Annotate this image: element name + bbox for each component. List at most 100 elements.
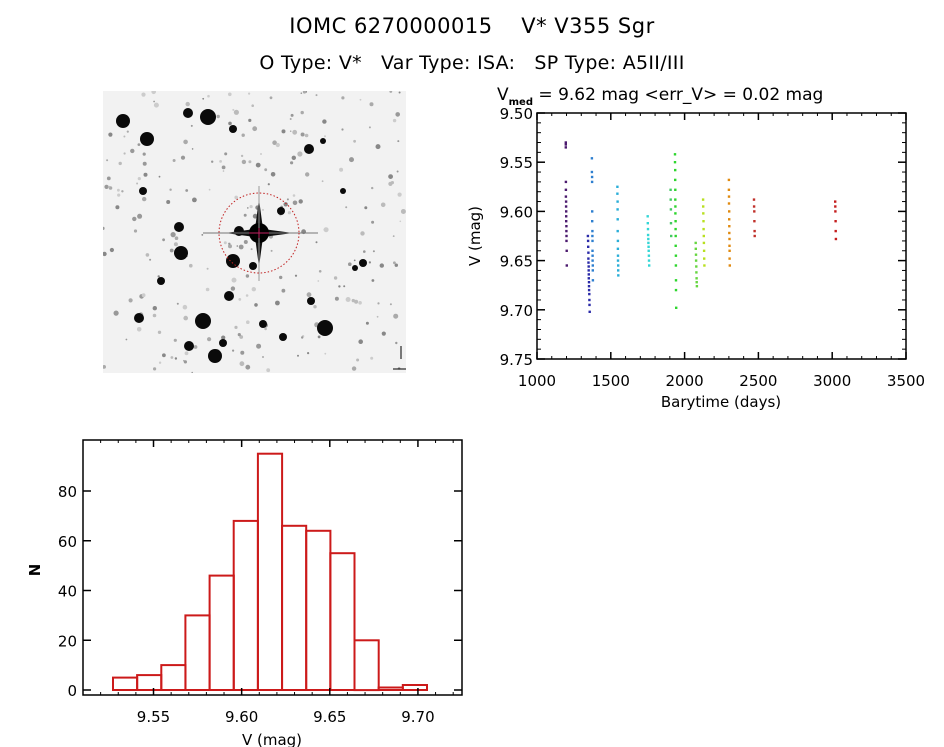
faint-star: [240, 350, 245, 355]
data-point: [588, 303, 591, 307]
data-point: [587, 257, 590, 260]
data-point: [752, 198, 756, 201]
series-season-9: [701, 198, 706, 267]
data-point: [591, 249, 594, 252]
data-point: [647, 259, 651, 262]
data-point: [834, 205, 837, 208]
y-tick-label: 0: [67, 682, 77, 700]
faint-star: [370, 356, 374, 360]
bright-star: [116, 114, 130, 128]
bright-star: [259, 320, 267, 328]
faint-star: [142, 152, 146, 156]
faint-star: [392, 235, 395, 238]
faint-star: [219, 160, 222, 163]
faint-star: [115, 205, 120, 210]
series-season-5: [646, 215, 651, 267]
data-point: [674, 254, 678, 257]
data-point: [616, 218, 619, 221]
bright-star: [219, 339, 227, 347]
faint-star: [106, 159, 109, 162]
faint-star: [324, 135, 326, 138]
data-point: [694, 253, 698, 256]
faint-star: [306, 292, 312, 298]
data-point: [565, 234, 568, 238]
faint-star: [389, 303, 392, 306]
data-point: [564, 146, 567, 149]
faint-star: [281, 288, 286, 293]
faint-star: [246, 320, 250, 324]
faint-star: [109, 247, 114, 253]
data-point: [670, 234, 673, 238]
faint-star: [298, 199, 303, 204]
light-curve-title-prefix: V: [497, 85, 509, 105]
faint-star: [241, 159, 247, 165]
y-tick-label: 9.75: [500, 351, 533, 369]
faint-star: [174, 236, 179, 240]
faint-star: [136, 182, 139, 185]
light-curve-axes: 1000 1500 2000 2500 3000 3500 9.50 9.55 9.60 9.65…: [500, 105, 926, 390]
faint-star: [376, 315, 379, 318]
data-point: [616, 239, 620, 243]
data-point: [669, 188, 672, 191]
faint-star: [333, 276, 338, 280]
faint-star: [239, 361, 245, 367]
data-point: [564, 141, 567, 144]
histogram-bar: [232, 519, 259, 692]
faint-star: [290, 113, 294, 117]
data-point: [727, 195, 731, 198]
data-point: [616, 229, 619, 233]
x-tick-label: 3000: [813, 372, 851, 390]
faint-star: [291, 155, 296, 160]
faint-star: [289, 130, 292, 132]
data-point: [616, 247, 620, 250]
data-point: [587, 285, 591, 288]
faint-star: [255, 162, 261, 168]
faint-star: [363, 250, 366, 253]
histogram-bar: [208, 574, 235, 692]
faint-star: [103, 251, 107, 257]
data-point: [591, 264, 594, 267]
data-point: [616, 200, 619, 203]
faint-star: [267, 183, 270, 186]
data-point: [728, 249, 731, 252]
bright-star: [279, 333, 287, 341]
data-point: [674, 212, 677, 215]
faint-star: [371, 279, 375, 282]
data-point: [564, 200, 568, 203]
faint-star: [297, 354, 299, 357]
faint-star: [130, 148, 135, 154]
light-curve-title-sub: med: [508, 97, 534, 108]
faint-star: [302, 91, 307, 94]
series-season-11: [752, 198, 756, 238]
data-point: [587, 251, 590, 254]
histogram-chart: 9.55 9.60 9.65 9.70 0 20 40 60 80 V (mag) N: [26, 439, 463, 747]
faint-star: [245, 274, 250, 278]
data-point: [586, 239, 590, 243]
data-point: [565, 264, 568, 267]
faint-star: [371, 220, 375, 224]
data-point: [702, 212, 705, 215]
faint-star: [236, 245, 239, 247]
faint-star: [216, 114, 220, 119]
faint-star: [202, 97, 205, 100]
faint-star: [162, 238, 165, 242]
faint-star: [238, 298, 242, 301]
data-point: [591, 254, 594, 257]
data-point: [694, 241, 697, 245]
data-point: [728, 225, 731, 228]
faint-star: [245, 294, 249, 297]
page-subtitle: O Type: V* Var Type: ISA: SP Type: A5II/…: [259, 52, 685, 74]
x-tick-label: 2500: [739, 372, 777, 390]
data-point: [728, 210, 731, 213]
data-point: [587, 245, 590, 248]
faint-star: [251, 287, 256, 292]
faint-star: [369, 102, 374, 107]
data-point: [564, 180, 568, 184]
faint-star: [205, 287, 210, 292]
histogram-ylabel: N: [26, 564, 44, 577]
data-point: [753, 210, 756, 213]
faint-star: [173, 338, 177, 342]
faint-star: [307, 352, 310, 355]
data-point: [647, 249, 650, 252]
faint-star: [208, 188, 211, 191]
